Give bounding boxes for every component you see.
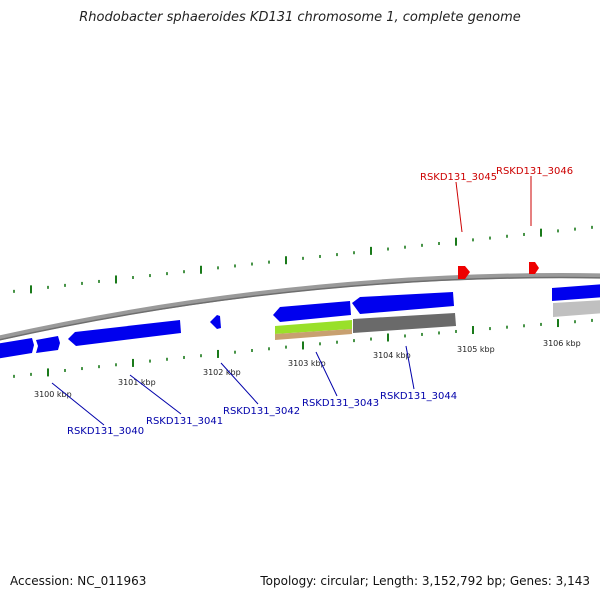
gene-label-3041[interactable]: RSKD131_3041 xyxy=(146,416,223,427)
tick-row-outer xyxy=(13,225,593,294)
gene-label-3046[interactable]: RSKD131_3046 xyxy=(496,166,573,177)
map-title: Rhodobacter sphaeroides KD131 chromosome… xyxy=(79,10,521,25)
leader-line-3041 xyxy=(129,374,182,415)
scale-label-3100: 3100 kbp xyxy=(34,390,72,399)
scale-label-3105: 3105 kbp xyxy=(457,345,495,354)
gene-arrow-3046[interactable] xyxy=(529,262,539,274)
gene-arrow-3042[interactable] xyxy=(210,315,221,329)
genome-summary-text: Topology: circular; Length: 3,152,792 bp… xyxy=(260,574,590,588)
scale-label-3102: 3102 kbp xyxy=(203,368,241,377)
gene-arrow-3039[interactable] xyxy=(0,338,34,359)
gene-label-3042[interactable]: RSKD131_3042 xyxy=(223,406,300,417)
scale-label-3106: 3106 kbp xyxy=(543,339,581,348)
tick-row-inner xyxy=(13,318,593,378)
leader-line-3043 xyxy=(315,351,338,397)
gene-arrow-3040[interactable] xyxy=(36,336,60,353)
label-leader-lines xyxy=(51,176,532,426)
feature-track-gray[interactable] xyxy=(353,313,456,333)
gene-arrow-3047[interactable] xyxy=(552,284,600,301)
scale-label-3104: 3104 kbp xyxy=(373,351,411,360)
accession-text: Accession: NC_011963 xyxy=(10,574,147,588)
gene-arrow-3041[interactable] xyxy=(68,320,181,346)
gene-arrow-3043[interactable] xyxy=(273,301,351,322)
gene-arrow-3045[interactable] xyxy=(458,266,470,279)
chromosome-backbone-shade xyxy=(0,276,600,341)
scale-label-3103: 3103 kbp xyxy=(288,359,326,368)
gene-label-3045[interactable]: RSKD131_3045 xyxy=(420,172,497,183)
leader-line-3045 xyxy=(455,181,463,233)
leader-line-3044 xyxy=(405,345,415,390)
scale-labels: 3100 kbp 3101 kbp 3102 kbp 3103 kbp 3104… xyxy=(34,339,581,399)
gene-label-3043[interactable]: RSKD131_3043 xyxy=(302,398,379,409)
feature-track-tan[interactable] xyxy=(275,329,352,340)
scale-label-3101: 3101 kbp xyxy=(118,378,156,387)
leader-line-3042 xyxy=(220,362,259,405)
chromosome-backbone xyxy=(0,273,600,341)
feature-track-green[interactable] xyxy=(275,320,352,334)
gene-label-3044[interactable]: RSKD131_3044 xyxy=(380,391,457,402)
feature-track-light-gray[interactable] xyxy=(553,300,600,317)
leader-line-3040 xyxy=(51,382,105,426)
gene-labels: RSKD131_3040 RSKD131_3041 RSKD131_3042 R… xyxy=(67,166,573,437)
gene-label-3040[interactable]: RSKD131_3040 xyxy=(67,426,144,437)
gene-arrow-3044[interactable] xyxy=(352,292,454,314)
